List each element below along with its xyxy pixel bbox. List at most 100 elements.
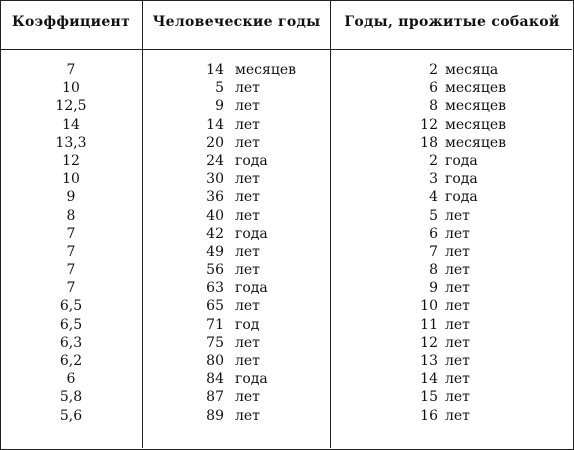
header-human-years: Человеческие годы	[152, 14, 321, 30]
dog-years-number: 3	[429, 171, 438, 188]
coefficient-cell: 6,3	[59, 334, 83, 351]
table-row: 7 63 года 9 лет	[0, 279, 572, 297]
header-dog-years: Годы, прожитые собакой	[344, 14, 560, 30]
human-years-number: 89	[206, 407, 224, 424]
human-years-number: 36	[206, 189, 224, 206]
dog-years-number: 8	[429, 262, 438, 279]
human-years-unit: лет	[235, 80, 260, 97]
coefficient-cell: 7	[66, 280, 76, 297]
coefficient-cell: 7	[66, 262, 76, 279]
human-years-number: 63	[206, 280, 224, 297]
human-years-number: 87	[206, 389, 224, 406]
dog-years-unit: лет	[445, 353, 470, 369]
dog-years-number: 9	[429, 280, 438, 297]
human-years-unit: лет	[235, 98, 260, 115]
coefficient-cell: 6,2	[59, 353, 83, 369]
dog-years-number: 5	[429, 207, 438, 224]
table-row: 7 49 лет 7 лет	[0, 243, 572, 261]
human-years-number: 75	[206, 334, 224, 351]
dog-years-unit: месяцев	[445, 116, 507, 133]
dog-years-unit: лет	[445, 316, 470, 333]
human-years-unit: лет	[235, 207, 260, 224]
column-divider	[330, 0, 331, 448]
table-row: 6,2 80 лет 13 лет	[0, 352, 572, 370]
dog-years-number: 10	[420, 298, 438, 315]
dog-years-unit: лет	[445, 407, 470, 424]
human-years-number: 80	[206, 353, 224, 369]
human-years-unit: лет	[235, 389, 260, 406]
dog-years-unit: лет	[445, 334, 470, 351]
coefficient-cell: 14	[62, 116, 80, 133]
dog-years-number: 6	[429, 80, 438, 97]
dog-years-unit: лет	[445, 243, 470, 260]
dog-years-number: 12	[420, 116, 438, 133]
human-years-unit: лет	[235, 262, 260, 279]
human-years-number: 24	[206, 152, 224, 169]
table-row: 10 30 лет 3 года	[0, 170, 572, 188]
table-row: 5,8 87 лет 15 лет	[0, 388, 572, 406]
dog-years-number: 12	[420, 334, 438, 351]
human-years-unit: лет	[235, 243, 260, 260]
table-row: 14 14 лет 12 месяцев	[0, 116, 572, 134]
dog-years-number: 14	[420, 371, 438, 388]
coefficient-cell: 10	[62, 80, 80, 97]
dog-years-unit: лет	[445, 371, 470, 388]
human-years-number: 5	[215, 80, 224, 97]
human-years-unit: лет	[235, 134, 260, 151]
coefficient-cell: 6,5	[59, 298, 83, 315]
human-years-unit: лет	[235, 171, 260, 188]
human-years-unit: года	[235, 225, 268, 242]
table-row: 10 5 лет 6 месяцев	[0, 79, 572, 97]
coefficient-cell: 5,6	[59, 407, 83, 424]
coefficient-cell: 6,5	[59, 316, 83, 333]
dog-years-unit: лет	[445, 389, 470, 406]
dog-years-number: 8	[429, 98, 438, 115]
table-row: 7 42 года 6 лет	[0, 225, 572, 243]
dog-years-unit: года	[445, 189, 478, 206]
coefficient-cell: 13,3	[55, 134, 87, 151]
coefficient-cell: 5,8	[59, 389, 83, 406]
dog-years-unit: месяца	[445, 62, 499, 78]
table-row: 9 36 лет 4 года	[0, 188, 572, 206]
human-years-number: 30	[206, 171, 224, 188]
dog-years-number: 18	[420, 134, 438, 151]
table-row: 6,5 65 лет 10 лет	[0, 297, 572, 315]
coefficient-cell: 12	[62, 152, 80, 169]
dog-years-unit: месяцев	[445, 98, 507, 115]
table-row: 8 40 лет 5 лет	[0, 207, 572, 225]
table-row: 13,3 20 лет 18 месяцев	[0, 134, 572, 152]
human-years-number: 49	[206, 243, 224, 260]
human-years-number: 40	[206, 207, 224, 224]
column-divider	[142, 0, 143, 448]
human-years-number: 14	[206, 116, 224, 133]
human-years-unit: лет	[235, 353, 260, 369]
human-years-unit: лет	[235, 189, 260, 206]
table-row: 7 14 месяцев 2 месяца	[0, 61, 572, 79]
dog-years-unit: лет	[445, 207, 470, 224]
dog-years-unit: лет	[445, 262, 470, 279]
dog-years-unit: года	[445, 152, 478, 169]
human-years-unit: лет	[235, 298, 260, 315]
table-row: 6,3 75 лет 12 лет	[0, 334, 572, 352]
human-years-number: 65	[206, 298, 224, 315]
human-years-number: 20	[206, 134, 224, 151]
dog-years-unit: лет	[445, 280, 470, 297]
human-years-unit: года	[235, 280, 268, 297]
human-years-number: 14	[206, 62, 224, 78]
table-row: 12,5 9 лет 8 месяцев	[0, 97, 572, 115]
dog-years-number: 2	[429, 152, 438, 169]
header-divider	[0, 49, 572, 50]
human-years-number: 71	[206, 316, 224, 333]
dog-years-unit: месяцев	[445, 134, 507, 151]
table-row: 12 24 года 2 года	[0, 152, 572, 170]
coefficient-cell: 8	[66, 207, 76, 224]
human-years-unit: лет	[235, 116, 260, 133]
dog-years-number: 13	[420, 353, 438, 369]
coefficient-cell: 9	[66, 189, 76, 206]
human-years-number: 9	[215, 98, 224, 115]
table-row: 7 56 лет 8 лет	[0, 261, 572, 279]
header-coefficient: Коэффициент	[11, 14, 131, 30]
dog-years-unit: месяцев	[445, 80, 507, 97]
human-years-unit: года	[235, 371, 268, 388]
table-body: 7 14 месяцев 2 месяца 10 5 лет 6 месяцев 12,5 9 лет 8…	[0, 61, 572, 425]
